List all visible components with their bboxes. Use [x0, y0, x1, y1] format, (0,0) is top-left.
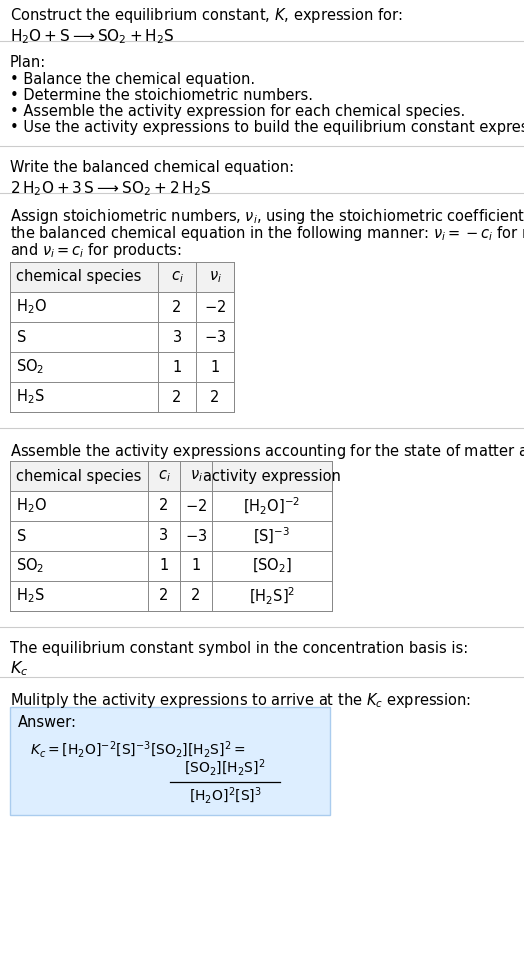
Text: $\mathrm{S}$: $\mathrm{S}$ — [16, 329, 27, 345]
Text: $\mathrm{H_2O}$: $\mathrm{H_2O}$ — [16, 497, 47, 515]
Text: $\mathrm{H_2S}$: $\mathrm{H_2S}$ — [16, 387, 45, 407]
Text: $-3$: $-3$ — [185, 528, 207, 544]
Text: $[\mathrm{S}]^{-3}$: $[\mathrm{S}]^{-3}$ — [254, 526, 290, 546]
Text: 2: 2 — [210, 389, 220, 405]
Text: and $\nu_i = c_i$ for products:: and $\nu_i = c_i$ for products: — [10, 241, 182, 260]
Text: • Balance the chemical equation.: • Balance the chemical equation. — [10, 72, 255, 87]
Text: $c_i$: $c_i$ — [171, 269, 183, 285]
Text: Mulitply the activity expressions to arrive at the $K_c$ expression:: Mulitply the activity expressions to arr… — [10, 691, 471, 710]
Text: $\mathrm{H_2O}$: $\mathrm{H_2O}$ — [16, 297, 47, 316]
Bar — [10, 262, 234, 412]
Text: $\nu_i$: $\nu_i$ — [209, 269, 222, 285]
Text: 2: 2 — [159, 589, 169, 603]
Text: 1: 1 — [191, 558, 201, 573]
Text: • Use the activity expressions to build the equilibrium constant expression.: • Use the activity expressions to build … — [10, 120, 524, 135]
Text: activity expression: activity expression — [203, 469, 341, 483]
Text: $[\mathrm{SO_2}]$: $[\mathrm{SO_2}]$ — [252, 557, 292, 575]
Text: Plan:: Plan: — [10, 55, 46, 70]
Text: $\mathrm{2\,H_2O + 3\,S \longrightarrow SO_2 + 2\,H_2S}$: $\mathrm{2\,H_2O + 3\,S \longrightarrow … — [10, 179, 211, 198]
FancyBboxPatch shape — [10, 707, 330, 815]
Text: $\mathrm{SO_2}$: $\mathrm{SO_2}$ — [16, 358, 45, 376]
Text: $[\mathrm{H_2O}]^2[\mathrm{S}]^3$: $[\mathrm{H_2O}]^2[\mathrm{S}]^3$ — [189, 785, 261, 807]
Text: 2: 2 — [172, 389, 182, 405]
Text: $c_i$: $c_i$ — [158, 468, 170, 484]
Bar — [10, 262, 234, 292]
Text: The equilibrium constant symbol in the concentration basis is:: The equilibrium constant symbol in the c… — [10, 641, 468, 656]
Text: chemical species: chemical species — [16, 269, 141, 285]
Text: $\nu_i$: $\nu_i$ — [190, 468, 202, 484]
Text: $K_c$: $K_c$ — [10, 659, 28, 678]
Text: $K_c = [\mathrm{H_2O}]^{-2}[\mathrm{S}]^{-3}[\mathrm{SO_2}][\mathrm{H_2S}]^2 =$: $K_c = [\mathrm{H_2O}]^{-2}[\mathrm{S}]^… — [30, 739, 246, 760]
Text: Construct the equilibrium constant, $K$, expression for:: Construct the equilibrium constant, $K$,… — [10, 6, 402, 25]
Text: 1: 1 — [172, 360, 182, 375]
Text: $-2$: $-2$ — [204, 299, 226, 315]
Text: 2: 2 — [172, 299, 182, 315]
Text: $[\mathrm{H_2S}]^2$: $[\mathrm{H_2S}]^2$ — [249, 585, 295, 606]
Text: Assign stoichiometric numbers, $\nu_i$, using the stoichiometric coefficients, $: Assign stoichiometric numbers, $\nu_i$, … — [10, 207, 524, 226]
Text: $[\mathrm{SO_2}][\mathrm{H_2S}]^2$: $[\mathrm{SO_2}][\mathrm{H_2S}]^2$ — [184, 758, 266, 778]
Text: Assemble the activity expressions accounting for the state of matter and $\nu_i$: Assemble the activity expressions accoun… — [10, 442, 524, 461]
Bar — [10, 461, 332, 491]
Text: 3: 3 — [159, 528, 169, 544]
Text: $\mathrm{H_2S}$: $\mathrm{H_2S}$ — [16, 587, 45, 605]
Text: Write the balanced chemical equation:: Write the balanced chemical equation: — [10, 160, 294, 175]
Text: $[\mathrm{H_2O}]^{-2}$: $[\mathrm{H_2O}]^{-2}$ — [244, 496, 301, 517]
Text: 2: 2 — [159, 499, 169, 513]
Text: 2: 2 — [191, 589, 201, 603]
Text: $-3$: $-3$ — [204, 329, 226, 345]
Text: chemical species: chemical species — [16, 469, 141, 483]
Text: $\mathrm{SO_2}$: $\mathrm{SO_2}$ — [16, 556, 45, 575]
Text: • Assemble the activity expression for each chemical species.: • Assemble the activity expression for e… — [10, 104, 465, 119]
Text: 3: 3 — [172, 330, 181, 344]
Text: $-2$: $-2$ — [185, 498, 207, 514]
Text: $\mathrm{H_2O + S \longrightarrow SO_2 + H_2S}$: $\mathrm{H_2O + S \longrightarrow SO_2 +… — [10, 27, 174, 46]
Text: Answer:: Answer: — [18, 715, 77, 730]
Bar — [10, 461, 332, 611]
Text: $\mathrm{S}$: $\mathrm{S}$ — [16, 528, 27, 544]
Text: 1: 1 — [210, 360, 220, 375]
Text: the balanced chemical equation in the following manner: $\nu_i = -c_i$ for react: the balanced chemical equation in the fo… — [10, 224, 524, 243]
Text: • Determine the stoichiometric numbers.: • Determine the stoichiometric numbers. — [10, 88, 313, 103]
Text: 1: 1 — [159, 558, 169, 573]
